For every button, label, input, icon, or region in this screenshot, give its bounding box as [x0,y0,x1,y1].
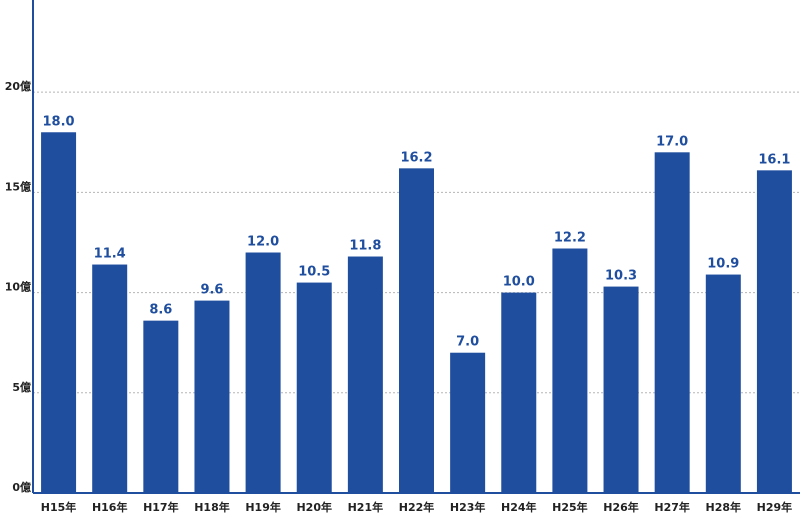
x-tick-label: H27年 [654,500,690,514]
x-tick-label: H16年 [92,500,128,514]
x-tick-label: H22年 [399,500,435,514]
x-tick-label: H23年 [450,500,486,514]
bar [705,274,741,493]
y-tick-label: 15億 [5,179,31,193]
bar [245,252,281,493]
data-label: 12.0 [247,235,279,250]
bar [552,248,588,493]
y-tick-label: 0億 [12,480,31,494]
data-label: 11.4 [94,247,126,262]
y-tick-label: 5億 [12,380,31,394]
x-tick-label: H28年 [706,500,742,514]
x-tick-label: H17年 [143,500,179,514]
x-tick-labels: H15年 H16年 H17年 H18年 H19年 H20年 H21年 H22年 H23年 H24年… [41,500,792,514]
bar [501,292,537,493]
data-label: 10.9 [707,257,739,272]
bar [143,320,179,493]
data-label: 7.0 [456,335,479,350]
bar [92,264,128,493]
bar [450,352,486,493]
x-tick-label: H24年 [501,500,537,514]
bar [296,282,332,493]
data-label: 16.2 [400,150,432,165]
bar [347,256,383,493]
data-label: 9.6 [200,283,223,298]
x-tick-label: H26年 [603,500,639,514]
bar [399,168,434,493]
bar [41,132,77,493]
data-label: 12.2 [554,231,586,246]
data-label: 8.6 [149,303,172,318]
x-tick-label: H19年 [245,500,281,514]
y-tick-label: 20億 [5,79,31,93]
data-labels: 18.0 11.4 8.6 9.6 12.0 10.5 11.8 16.2 7.0 10.0 12.… [43,114,791,349]
data-label: 10.5 [298,265,330,280]
y-tick-label: 10億 [5,280,31,294]
data-label: 10.0 [503,275,535,290]
data-label: 17.0 [656,134,688,149]
data-label: 18.0 [43,114,75,129]
data-label: 11.8 [349,239,381,254]
x-tick-label: H25年 [552,500,588,514]
x-tick-label: H20年 [296,500,332,514]
bars [41,132,792,494]
bar [756,170,792,494]
x-tick-label: H15年 [41,500,77,514]
bar [654,152,690,493]
bar [194,300,230,493]
data-label: 16.1 [758,152,790,167]
x-tick-label: H18年 [194,500,230,514]
data-label: 10.3 [605,269,637,284]
x-tick-label: H21年 [348,500,384,514]
bar [603,286,639,493]
x-tick-label: H29年 [757,500,793,514]
y-tick-labels: 0億 5億 10億 15億 20億 [5,79,31,494]
